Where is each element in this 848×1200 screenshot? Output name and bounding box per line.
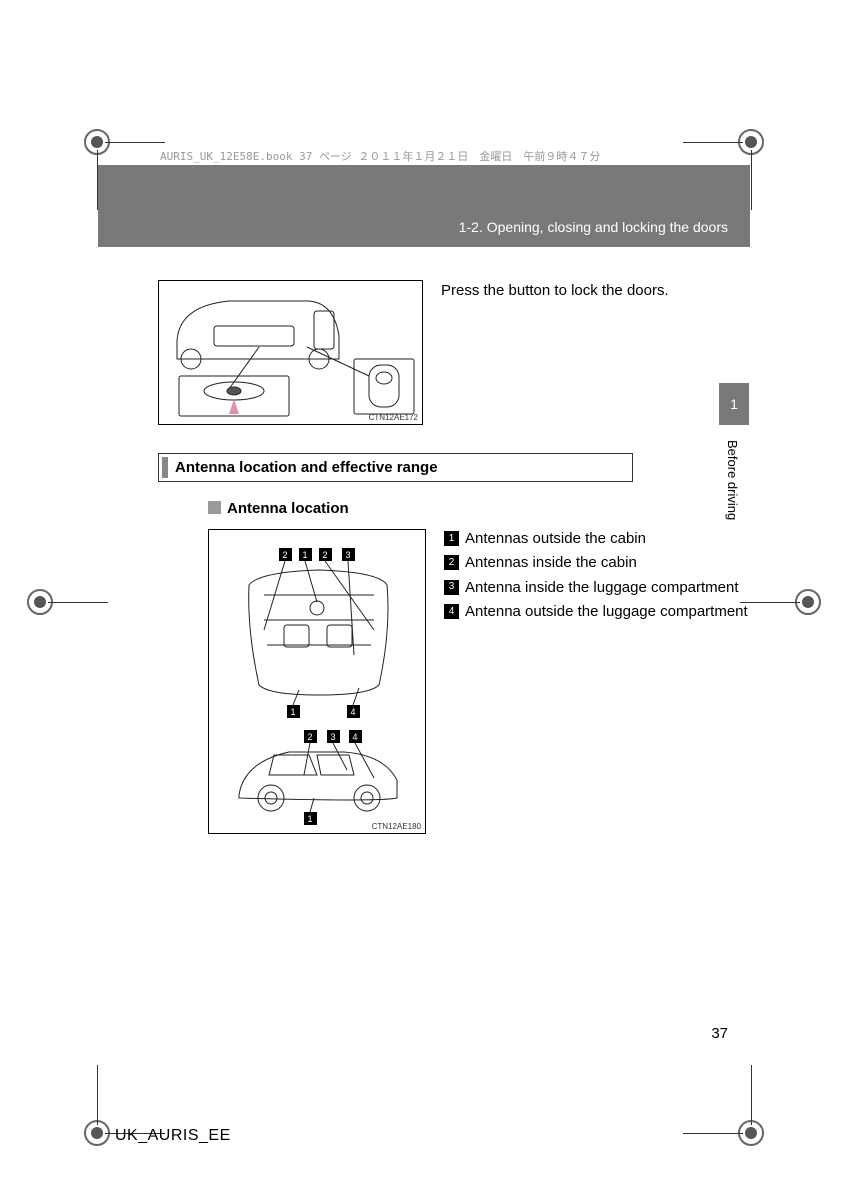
header-metadata: AURIS_UK_12E58E.book 37 ページ ２０１１年１月２１日 金… [160,148,600,164]
svg-text:2: 2 [282,550,287,560]
figure-lock-button: CTN12AE172 [158,280,423,425]
figure-antenna-location: 2 1 2 3 1 4 [208,529,426,834]
page-number: 37 [711,1025,728,1042]
list-item: 2 Antennas inside the cabin [444,553,750,573]
footer-code: UK_AURIS_EE [115,1127,231,1145]
svg-text:4: 4 [350,707,355,717]
crop-mark-icon [75,120,119,164]
crop-mark-icon [729,1111,773,1155]
svg-text:1: 1 [290,707,295,717]
list-item-text: Antennas inside the cabin [465,553,637,573]
subsection-heading: Antenna location [208,500,750,517]
crop-mark-icon [729,120,773,164]
list-item: 1 Antennas outside the cabin [444,529,750,549]
figure-id: CTN12AE172 [369,413,418,422]
list-item-text: Antenna inside the luggage compartment [465,578,739,598]
antenna-list: 1 Antennas outside the cabin 2 Antennas … [444,529,750,834]
crop-mark-icon [786,580,830,624]
figure-description: Press the button to lock the doors. [441,280,750,301]
list-item: 4 Antenna outside the luggage compartmen… [444,602,750,622]
svg-text:1: 1 [302,550,307,560]
svg-text:3: 3 [345,550,350,560]
figure-id: CTN12AE180 [372,822,421,831]
svg-text:2: 2 [307,732,312,742]
callout-number-icon: 4 [444,604,459,619]
section-title: 1-2. Opening, closing and locking the do… [459,219,728,235]
square-bullet-icon [208,501,221,514]
svg-text:2: 2 [322,550,327,560]
section-banner: 1-2. Opening, closing and locking the do… [98,165,750,247]
list-item-text: Antenna outside the luggage compartment [465,602,748,622]
crop-mark-icon [75,1111,119,1155]
svg-text:4: 4 [352,732,357,742]
svg-text:3: 3 [330,732,335,742]
callout-number-icon: 3 [444,580,459,595]
section-heading: Antenna location and effective range [158,453,633,482]
crop-mark-icon [18,580,62,624]
callout-number-icon: 2 [444,555,459,570]
list-item: 3 Antenna inside the luggage compartment [444,578,750,598]
svg-text:1: 1 [307,814,312,824]
list-item-text: Antennas outside the cabin [465,529,646,549]
callout-number-icon: 1 [444,531,459,546]
